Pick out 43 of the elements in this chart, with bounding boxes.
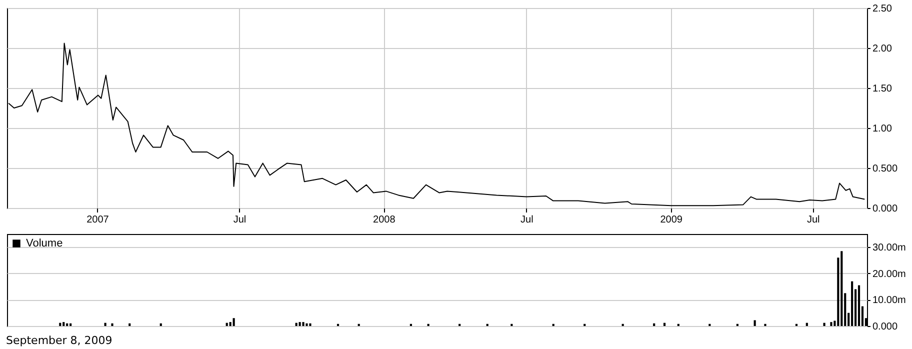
bar xyxy=(653,323,656,326)
bar xyxy=(232,318,235,326)
y-tick-label: 0.500 xyxy=(872,164,898,174)
bar xyxy=(229,322,232,326)
x-tick-label: 2007 xyxy=(86,214,110,226)
bar xyxy=(226,322,228,326)
bar xyxy=(806,322,808,326)
bar xyxy=(823,322,826,326)
text: September 8, 2009 xyxy=(6,334,112,347)
y-tick-label: 10.00m xyxy=(872,295,906,306)
bar xyxy=(62,322,65,326)
y-tick-label: 2.00 xyxy=(872,44,892,54)
bar xyxy=(295,322,298,326)
bar xyxy=(302,322,304,326)
legend-label: Volume xyxy=(26,238,63,250)
bar xyxy=(66,323,68,326)
bar xyxy=(858,285,860,326)
bar xyxy=(70,323,72,326)
y-tick-label: 1.00 xyxy=(872,124,892,134)
bar xyxy=(830,322,832,326)
bar xyxy=(309,323,312,326)
x-tick-label: 2009 xyxy=(660,214,683,226)
bar xyxy=(59,322,62,326)
x-tick-label: Jul xyxy=(520,214,534,226)
bar xyxy=(128,323,131,326)
bar xyxy=(663,322,666,326)
bar xyxy=(104,322,106,326)
y-tick-label: 0.000 xyxy=(872,322,898,332)
bar xyxy=(111,323,114,326)
bar xyxy=(306,323,308,326)
y-tick-label: 30.00m xyxy=(872,242,906,254)
bar xyxy=(840,251,843,326)
bar xyxy=(754,320,756,326)
x-tick-label: Jul xyxy=(233,214,246,226)
y-tick-label: 20.00m xyxy=(872,268,906,280)
y-tick-label: 0.000 xyxy=(872,204,898,214)
x-tick-label: 2008 xyxy=(373,214,396,226)
bar xyxy=(160,323,162,326)
bar xyxy=(851,281,854,326)
bar xyxy=(298,322,301,326)
y-tick-label: 2.50 xyxy=(872,4,892,14)
y-tick-label: 1.50 xyxy=(872,84,892,94)
x-tick-label: Jul xyxy=(806,214,820,226)
